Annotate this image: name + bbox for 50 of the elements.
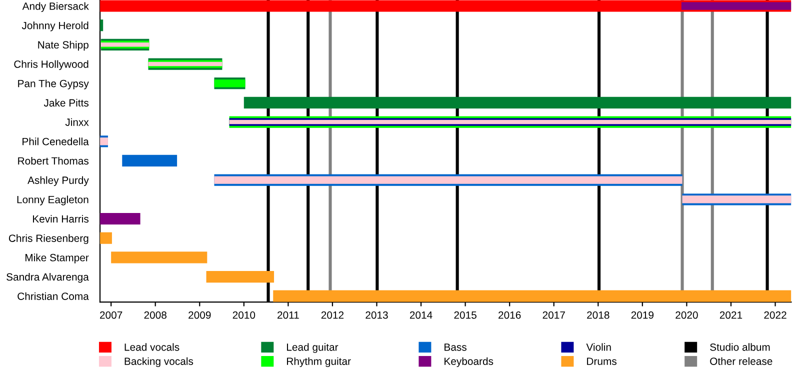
y-tick-label: Pan The Gypsy — [18, 80, 89, 90]
bar — [206, 270, 274, 283]
y-tick-label: Jinxx — [65, 118, 89, 126]
x-tick-label: 2022 — [764, 311, 786, 319]
legend-label: Violin — [586, 343, 611, 351]
legend-label: Other release — [710, 357, 772, 365]
bar — [100, 20, 104, 32]
x-tick-label: 2017 — [542, 311, 565, 319]
y-tick-label: Johnny Herold — [22, 22, 88, 32]
x-tick-label: 2007 — [100, 311, 122, 319]
x-tick-label: 2014 — [410, 311, 432, 319]
y-tick-label: Kevin Harris — [33, 214, 89, 223]
x-tick-label: 2008 — [144, 311, 166, 319]
y-tick-label: Andy Biersack — [22, 2, 89, 12]
y-tick-label: Chris Hollywood — [14, 60, 88, 70]
bar — [122, 154, 178, 167]
legend-label: Drums — [587, 358, 616, 365]
x-tick-label: 2011 — [278, 311, 299, 319]
x-tick-label: 2010 — [232, 311, 256, 319]
bar — [244, 96, 792, 108]
legend-label: Studio album — [710, 343, 770, 351]
y-tick-label: Christian Coma — [18, 292, 89, 300]
y-tick-label: Robert Thomas — [18, 156, 89, 165]
y-tick-label: Nate Shipp — [38, 40, 88, 51]
y-tick-label: Chris Riesenberg — [8, 234, 88, 244]
x-tick-label: 2012 — [321, 311, 344, 319]
y-tick-label: Jake Pitts — [44, 98, 89, 107]
x-tick-label: 2015 — [454, 311, 476, 319]
x-tick-label: 2019 — [631, 311, 654, 319]
y-tick-label: Lonny Eagleton — [17, 196, 88, 206]
bar — [111, 252, 208, 264]
y-tick-label: Sandra Alvarenga — [6, 272, 89, 283]
x-tick-label: 2016 — [498, 311, 521, 319]
x-tick-label: 2020 — [676, 311, 698, 319]
legend-label: Backing vocals — [124, 357, 194, 368]
bar — [100, 232, 112, 244]
legend-label: Lead vocals — [124, 343, 180, 351]
y-tick-label: Phil Cenedella — [22, 138, 89, 146]
x-tick-label: 2013 — [366, 311, 388, 319]
x-tick-label: 2021 — [720, 311, 742, 319]
legend-label: Lead guitar — [287, 343, 338, 353]
legend-label: Rhythm guitar — [287, 357, 351, 368]
legend-label: Keyboards — [444, 357, 494, 368]
x-tick-label: 2018 — [587, 311, 610, 319]
bar — [100, 0, 792, 12]
y-tick-label: Ashley Purdy — [28, 176, 89, 186]
y-tick-label: Mike Stamper — [25, 254, 89, 264]
legend-label: Bass — [444, 344, 466, 351]
x-tick-label: 2009 — [188, 311, 211, 319]
bar — [273, 290, 792, 302]
